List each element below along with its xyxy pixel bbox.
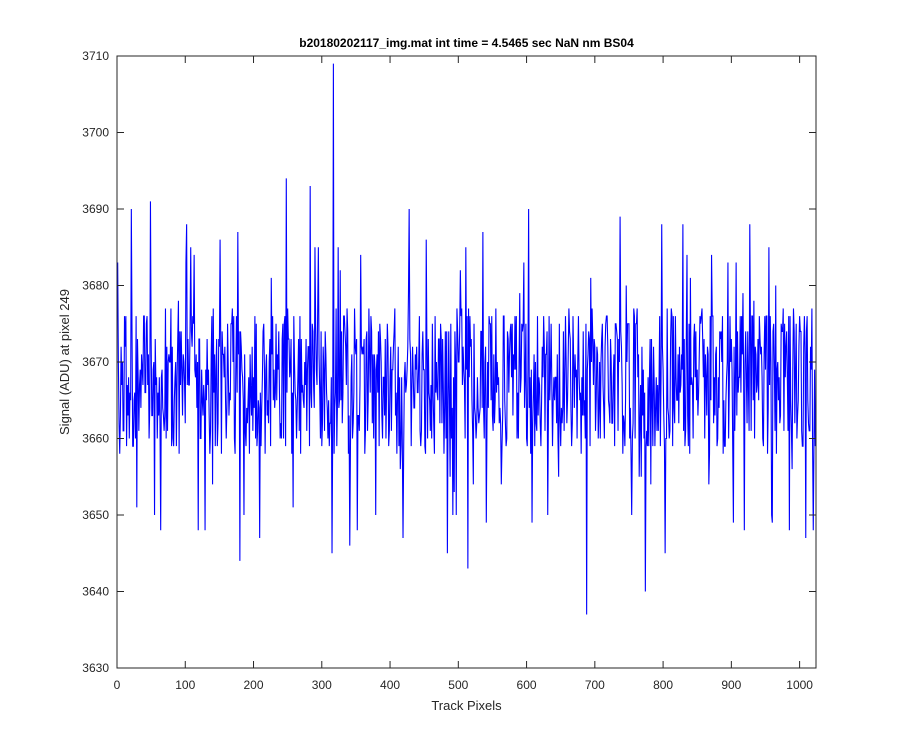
x-tick-label: 700 (585, 678, 605, 692)
x-tick-label: 200 (244, 678, 264, 692)
y-tick-label: 3690 (82, 202, 109, 216)
series-line (117, 63, 817, 615)
x-axis-label: Track Pixels (431, 698, 502, 713)
y-tick-label: 3710 (82, 49, 109, 63)
y-axis-label: Signal (ADU) at pixel 249 (57, 289, 72, 435)
x-tick-label: 0 (114, 678, 121, 692)
y-tick-label: 3670 (82, 355, 109, 369)
x-tick-label: 800 (653, 678, 673, 692)
y-axis-ticks: 3630 3640 3650 3660 3670 3680 3690 3700 3710 (82, 49, 816, 675)
chart-title: b20180202117_img.mat int time = 4.5465 s… (299, 36, 634, 50)
y-tick-label: 3630 (82, 661, 109, 675)
x-tick-label: 600 (517, 678, 537, 692)
x-tick-label: 400 (380, 678, 400, 692)
y-tick-label: 3650 (82, 508, 109, 522)
series-layer (117, 63, 817, 615)
x-tick-label: 500 (448, 678, 468, 692)
y-tick-label: 3680 (82, 279, 109, 293)
x-axis-ticks: 0 100 200 300 400 500 600 700 800 900 1000 (114, 56, 813, 692)
x-tick-label: 1000 (786, 678, 813, 692)
x-tick-label: 900 (721, 678, 741, 692)
x-tick-label: 300 (312, 678, 332, 692)
x-tick-label: 100 (175, 678, 195, 692)
y-tick-label: 3700 (82, 126, 109, 140)
y-tick-label: 3640 (82, 585, 109, 599)
plot-area (116, 55, 817, 669)
y-tick-label: 3660 (82, 432, 109, 446)
